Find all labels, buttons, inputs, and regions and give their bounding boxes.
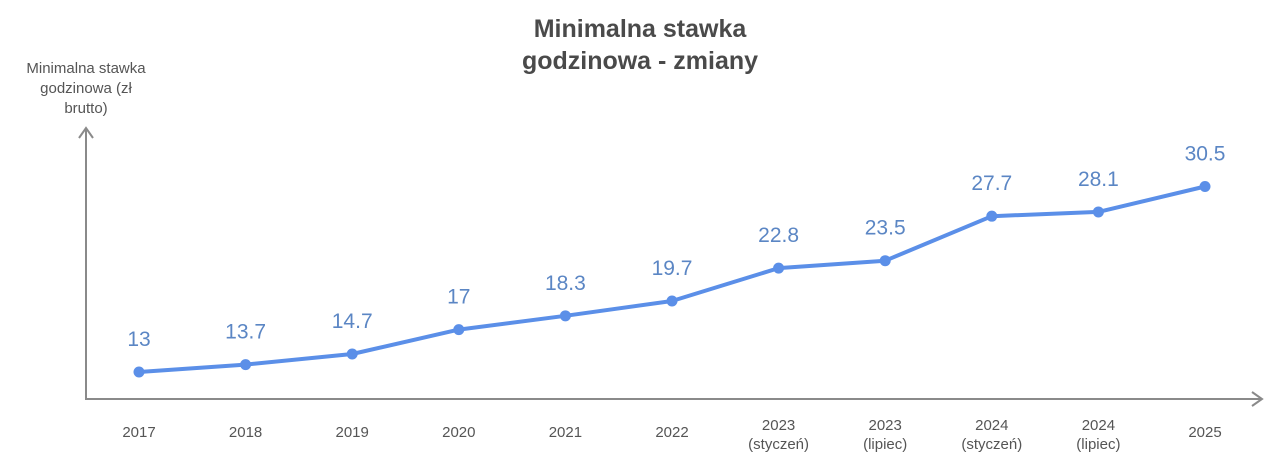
x-tick-label: (styczeń)	[961, 436, 1022, 453]
x-axis-arrow-icon	[1251, 391, 1264, 407]
value-label: 13.7	[225, 321, 266, 344]
y-axis-label-line-2: godzinowa (zł	[40, 80, 132, 97]
y-axis-label-line-3: brutto)	[64, 100, 108, 117]
y-axis-label-line-1: Minimalna stawka	[26, 60, 146, 77]
data-point	[346, 348, 358, 360]
y-axis	[78, 126, 94, 400]
data-point	[773, 262, 785, 274]
x-tick-label: 2017	[122, 424, 155, 441]
x-axis	[86, 391, 1264, 407]
x-tick-label: 2020	[442, 424, 475, 441]
data-points	[133, 181, 1211, 378]
y-axis-label: Minimalna stawka godzinowa (zł brutto)	[6, 59, 166, 119]
data-point	[666, 295, 678, 307]
x-tick-label: 2023	[869, 417, 902, 434]
x-tick-label: 2023	[762, 417, 795, 434]
value-label: 22.8	[758, 224, 799, 247]
data-point	[133, 366, 145, 378]
value-label: 13	[127, 328, 150, 351]
chart-title-line-2: godzinowa - zmiany	[521, 47, 759, 75]
x-tick-label: 2018	[229, 424, 262, 441]
x-tick-label: (styczeń)	[748, 436, 809, 453]
x-tick-label: 2024	[975, 417, 1008, 434]
value-label: 18.3	[545, 272, 586, 295]
data-point	[240, 359, 252, 371]
chart-title: Minimalna stawka godzinowa - zmiany	[0, 13, 1280, 77]
x-tick-label: 2021	[549, 424, 582, 441]
x-tick-label: 2025	[1188, 424, 1221, 441]
value-label: 17	[447, 286, 470, 309]
data-point	[559, 310, 571, 322]
data-point	[1199, 181, 1211, 192]
data-point	[986, 210, 998, 222]
x-tick-label: (lipiec)	[863, 436, 907, 453]
data-point	[453, 324, 465, 336]
x-tick-label: (lipiec)	[1076, 436, 1120, 453]
value-label: 28.1	[1078, 168, 1119, 191]
data-point	[879, 255, 891, 267]
chart-title-line-1: Minimalna stawka	[533, 15, 747, 43]
value-label: 19.7	[652, 257, 693, 280]
value-label: 30.5	[1185, 143, 1226, 166]
data-point	[1092, 206, 1104, 218]
value-label: 23.5	[865, 217, 906, 240]
value-label: 14.7	[332, 310, 373, 333]
value-labels: 13 13.7 14.7 17 18.3 19.7 22.8 23.5 27.7 28.1 30.5	[127, 143, 1225, 352]
x-tick-label: 2024	[1082, 417, 1115, 434]
x-tick-labels: 2017 2018 2019 2020 2021 2022 2023 (styczeń) 202…	[122, 417, 1221, 453]
value-label: 27.7	[971, 172, 1012, 195]
y-axis-arrow-icon	[78, 126, 94, 139]
x-tick-label: 2022	[655, 424, 688, 441]
x-tick-label: 2019	[336, 424, 369, 441]
